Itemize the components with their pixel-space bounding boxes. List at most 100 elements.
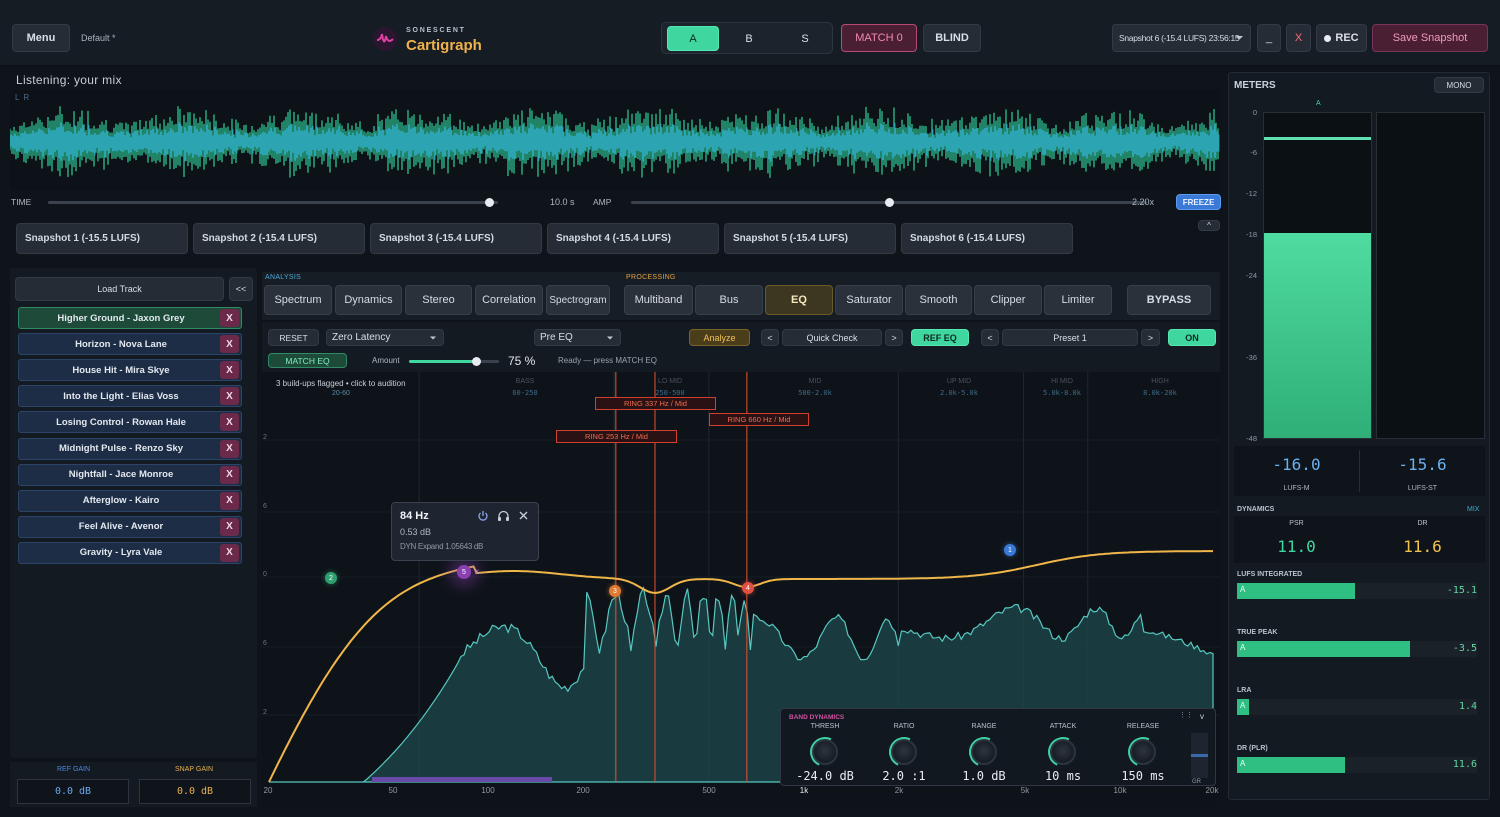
reset-button[interactable]: RESET <box>268 329 319 346</box>
snapshot-slot[interactable]: Snapshot 3 (-15.4 LUFS) <box>370 223 542 254</box>
track-item[interactable]: Higher Ground - Jaxon Grey X <box>18 307 242 329</box>
remove-track-button[interactable]: X <box>220 465 239 484</box>
snapshot-slot[interactable]: Snapshot 2 (-15.4 LUFS) <box>193 223 365 254</box>
eq-node[interactable]: 2 <box>325 572 337 584</box>
tab-stereo[interactable]: Stereo <box>405 285 472 315</box>
snapshot-slot[interactable]: Snapshot 5 (-15.4 LUFS) <box>724 223 896 254</box>
tab-saturator[interactable]: Saturator <box>835 285 903 315</box>
tab-clipper[interactable]: Clipper <box>974 285 1042 315</box>
remove-track-button[interactable]: X <box>220 517 239 536</box>
knob-ratio[interactable] <box>891 739 917 765</box>
tab-correlation[interactable]: Correlation <box>475 285 543 315</box>
ring-label[interactable]: RING 253 Hz / Mid <box>556 430 677 443</box>
headphones-icon[interactable] <box>497 510 510 525</box>
preset-prev-button[interactable]: < <box>981 329 999 346</box>
rec-button[interactable]: REC <box>1316 24 1367 52</box>
waveform-display[interactable]: L R <box>10 90 1220 190</box>
track-item[interactable]: Nightfall - Jace Monroe X <box>18 463 242 486</box>
tab-limiter[interactable]: Limiter <box>1044 285 1112 315</box>
tab-eq[interactable]: EQ <box>765 285 833 315</box>
knob-range[interactable] <box>971 739 997 765</box>
time-slider-knob[interactable] <box>484 198 494 207</box>
track-item[interactable]: Feel Alive - Avenor X <box>18 515 242 538</box>
ref-gain-field[interactable]: 0.0 dB <box>17 779 129 804</box>
close-icon[interactable] <box>518 510 529 524</box>
snapshot-slot[interactable]: Snapshot 6 (-15.4 LUFS) <box>901 223 1073 254</box>
ab-s-button[interactable]: S <box>801 32 809 45</box>
quick-check-button[interactable]: Quick Check <box>782 329 882 346</box>
preset-next-button[interactable]: > <box>1141 329 1160 346</box>
tab-multiband[interactable]: Multiband <box>624 285 693 315</box>
analyze-button[interactable]: Analyze <box>689 329 750 346</box>
snapshot-slot[interactable]: Snapshot 1 (-15.5 LUFS) <box>16 223 188 254</box>
quick-prev-button[interactable]: < <box>761 329 779 346</box>
menu-button[interactable]: Menu <box>12 24 70 52</box>
tab-spectrogram[interactable]: Spectrogram <box>546 285 610 315</box>
eq-on-button[interactable]: ON <box>1168 329 1216 346</box>
eq-node[interactable]: 1 <box>1004 544 1016 556</box>
blind-button[interactable]: BLIND <box>923 24 981 52</box>
track-item[interactable]: Horizon - Nova Lane X <box>18 333 242 356</box>
ref-eq-button[interactable]: REF EQ <box>911 329 969 346</box>
collapse-tracks-button[interactable]: << <box>229 277 253 301</box>
load-track-button[interactable]: Load Track <box>15 277 224 301</box>
track-item[interactable]: Afterglow - Kairo X <box>18 489 242 512</box>
tab-dynamics[interactable]: Dynamics <box>335 285 402 315</box>
remove-track-button[interactable]: X <box>220 543 239 562</box>
knob-release[interactable] <box>1130 739 1156 765</box>
remove-track-button[interactable]: X <box>220 309 239 327</box>
track-item[interactable]: Midnight Pulse - Renzo Sky X <box>18 437 242 460</box>
drag-handle-icon[interactable]: ⋮⋮ <box>1179 712 1193 719</box>
snapshot-slot[interactable]: Snapshot 4 (-15.4 LUFS) <box>547 223 719 254</box>
track-item[interactable]: Losing Control - Rowan Hale X <box>18 411 242 434</box>
track-item[interactable]: House Hit - Mira Skye X <box>18 359 242 382</box>
ab-b-button[interactable]: B <box>745 32 753 45</box>
mono-button[interactable]: MONO <box>1434 77 1484 93</box>
eq-node[interactable]: 3 <box>609 585 621 597</box>
eq-mode-select[interactable]: Pre EQ <box>534 329 621 346</box>
panel-toggle-button[interactable]: v <box>1200 712 1204 721</box>
snapshots-collapse-button[interactable]: ^ <box>1198 220 1220 231</box>
track-item[interactable]: Gravity - Lyra Vale X <box>18 541 242 564</box>
eq-plot[interactable]: 3 build-ups flagged • click to audition … <box>262 372 1220 806</box>
freq-tick: 2k <box>894 786 904 795</box>
preset-name[interactable]: Default * <box>81 33 116 43</box>
freeze-button[interactable]: FREEZE <box>1176 194 1221 210</box>
ring-label[interactable]: RING 660 Hz / Mid <box>709 413 809 426</box>
track-item[interactable]: Into the Light - Elias Voss X <box>18 385 242 408</box>
amp-slider[interactable] <box>631 198 1147 207</box>
amount-slider-knob[interactable] <box>472 357 481 366</box>
knob-thresh[interactable] <box>812 739 838 765</box>
knob-attack[interactable] <box>1050 739 1076 765</box>
time-slider[interactable] <box>48 198 498 207</box>
tab-smooth[interactable]: Smooth <box>905 285 972 315</box>
latency-select[interactable]: Zero Latency <box>326 329 444 346</box>
snapshot-select[interactable]: Snapshot 6 (-15.4 LUFS) 23:56:15 <box>1112 24 1251 52</box>
match-button[interactable]: MATCH 0 <box>841 24 917 52</box>
remove-track-button[interactable]: X <box>220 387 239 406</box>
minimize-button[interactable]: _ <box>1257 24 1281 52</box>
amount-slider[interactable] <box>409 357 499 366</box>
node-remove-icon[interactable]: x <box>475 567 479 576</box>
eq-node[interactable]: 5 <box>457 565 471 579</box>
save-snapshot-button[interactable]: Save Snapshot <box>1372 24 1488 52</box>
db-tick: 6 <box>263 640 267 647</box>
remove-track-button[interactable]: X <box>220 439 239 458</box>
quick-next-button[interactable]: > <box>885 329 903 346</box>
ring-label[interactable]: RING 337 Hz / Mid <box>595 397 716 410</box>
close-button[interactable]: X <box>1286 24 1311 52</box>
tab-spectrum[interactable]: Spectrum <box>264 285 332 315</box>
remove-track-button[interactable]: X <box>220 335 239 354</box>
snap-gain-field[interactable]: 0.0 dB <box>139 779 251 804</box>
ab-a-button[interactable]: A <box>667 26 719 51</box>
remove-track-button[interactable]: X <box>220 491 239 510</box>
tab-bus[interactable]: Bus <box>695 285 763 315</box>
match-eq-button[interactable]: MATCH EQ <box>268 353 347 368</box>
remove-track-button[interactable]: X <box>220 361 239 380</box>
remove-track-button[interactable]: X <box>220 413 239 432</box>
bypass-button[interactable]: BYPASS <box>1127 285 1211 315</box>
eq-preset-select[interactable]: Preset 1 <box>1002 329 1138 346</box>
amp-slider-knob[interactable] <box>884 198 894 207</box>
eq-node[interactable]: 4 <box>742 582 754 594</box>
power-icon[interactable] <box>477 510 489 525</box>
